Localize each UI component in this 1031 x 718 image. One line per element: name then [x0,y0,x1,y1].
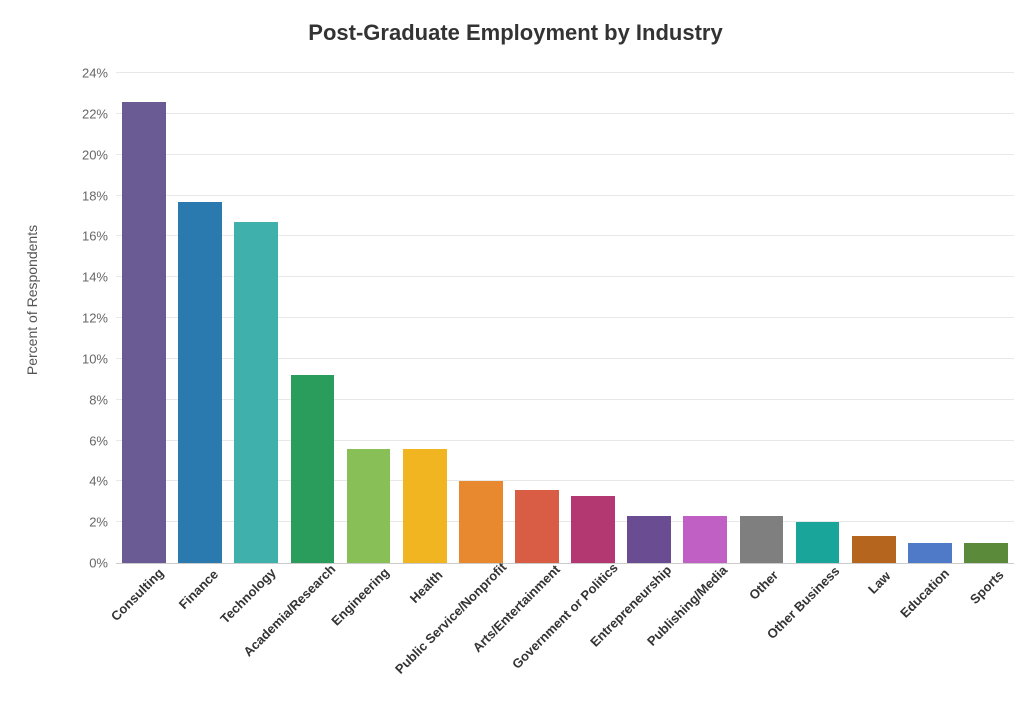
y-tick-label: 14% [82,270,116,285]
y-tick-label: 18% [82,188,116,203]
y-tick-label: 0% [89,556,116,571]
bar [234,222,278,563]
bar [291,375,335,563]
y-tick-label: 20% [82,147,116,162]
y-tick-label: 2% [89,515,116,530]
y-tick-label: 24% [82,66,116,81]
y-tick-label: 10% [82,351,116,366]
chart-container: Post-Graduate Employment by Industry Per… [0,0,1031,718]
y-tick-label: 4% [89,474,116,489]
bar [852,536,896,563]
y-tick-label: 12% [82,311,116,326]
y-tick-label: 8% [89,392,116,407]
chart-title: Post-Graduate Employment by Industry [0,20,1031,46]
bar [403,449,447,563]
y-tick-label: 16% [82,229,116,244]
bar [122,102,166,563]
y-tick-label: 22% [82,106,116,121]
bar [178,202,222,563]
gridline [116,72,1014,73]
gridline [116,113,1014,114]
gridline [116,154,1014,155]
y-tick-label: 6% [89,433,116,448]
y-axis-label: Percent of Respondents [24,225,40,375]
bar [347,449,391,563]
gridline [116,195,1014,196]
plot-area: 0%2%4%6%8%10%12%14%16%18%20%22%24%Consul… [116,73,1014,563]
